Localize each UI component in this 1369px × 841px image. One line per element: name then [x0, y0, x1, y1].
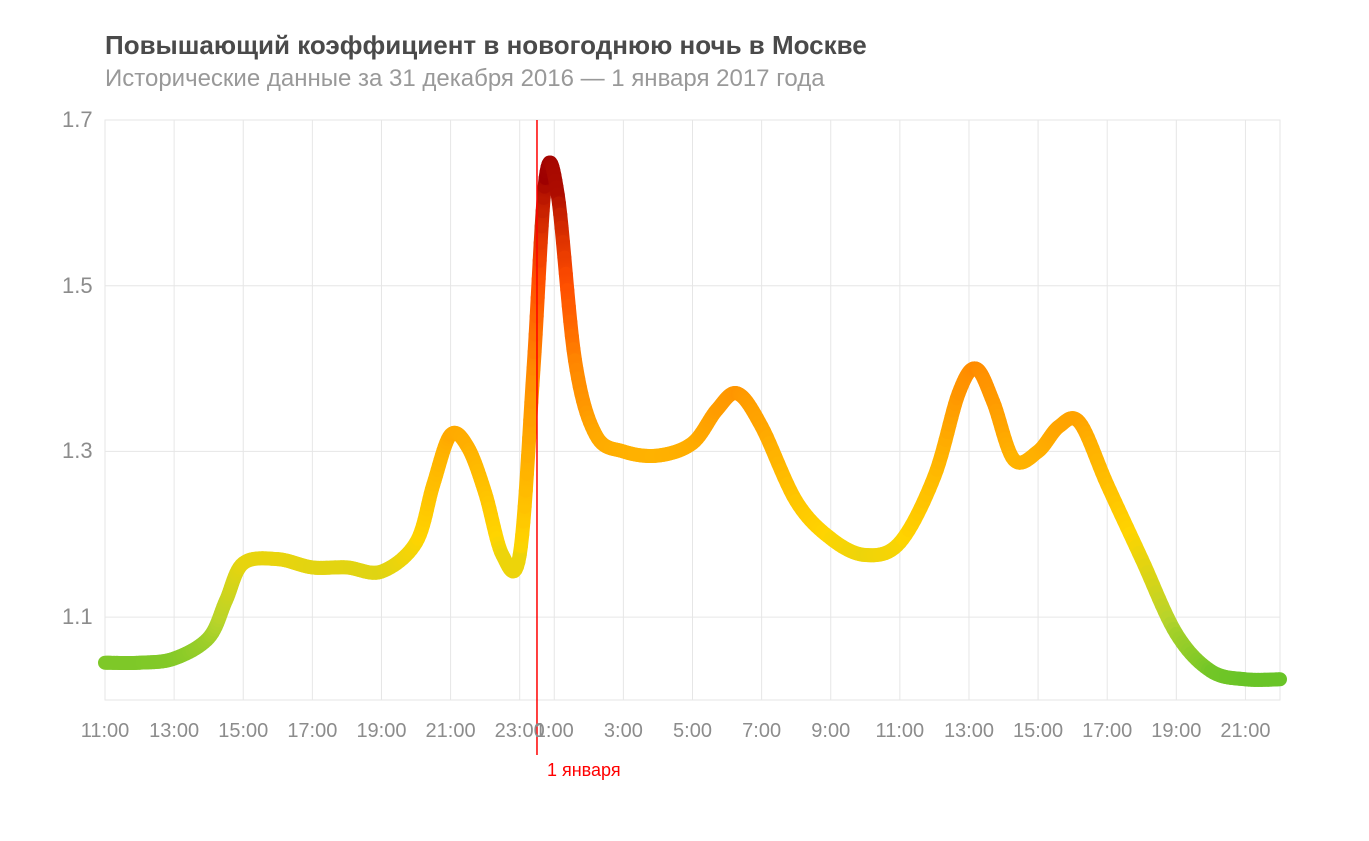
x-tick-label: 9:00 [811, 720, 850, 743]
chart-svg [0, 0, 1369, 841]
x-tick-label: 19:00 [356, 720, 406, 743]
x-tick-label: 17:00 [1082, 720, 1132, 743]
x-tick-label: 15:00 [1013, 720, 1063, 743]
x-tick-label: 5:00 [673, 720, 712, 743]
y-tick-label: 1.1 [62, 604, 93, 630]
x-tick-label: 3:00 [604, 720, 643, 743]
x-tick-label: 13:00 [149, 720, 199, 743]
chart-container: Повышающий коэффициент в новогоднюю ночь… [0, 0, 1369, 841]
marker-label: 1 января [547, 760, 621, 781]
x-tick-label: 7:00 [742, 720, 781, 743]
x-tick-label: 19:00 [1151, 720, 1201, 743]
y-tick-label: 1.3 [62, 438, 93, 464]
x-tick-label: 17:00 [287, 720, 337, 743]
y-tick-label: 1.5 [62, 273, 93, 299]
x-tick-label: 11:00 [876, 720, 925, 743]
x-tick-label: 11:00 [81, 720, 130, 743]
x-tick-label: 21:00 [426, 720, 476, 743]
x-tick-label: 21:00 [1220, 720, 1270, 743]
x-tick-label: 13:00 [944, 720, 994, 743]
x-tick-label: 15:00 [218, 720, 268, 743]
y-tick-label: 1.7 [62, 107, 93, 133]
x-tick-label: 1:00 [535, 720, 574, 743]
